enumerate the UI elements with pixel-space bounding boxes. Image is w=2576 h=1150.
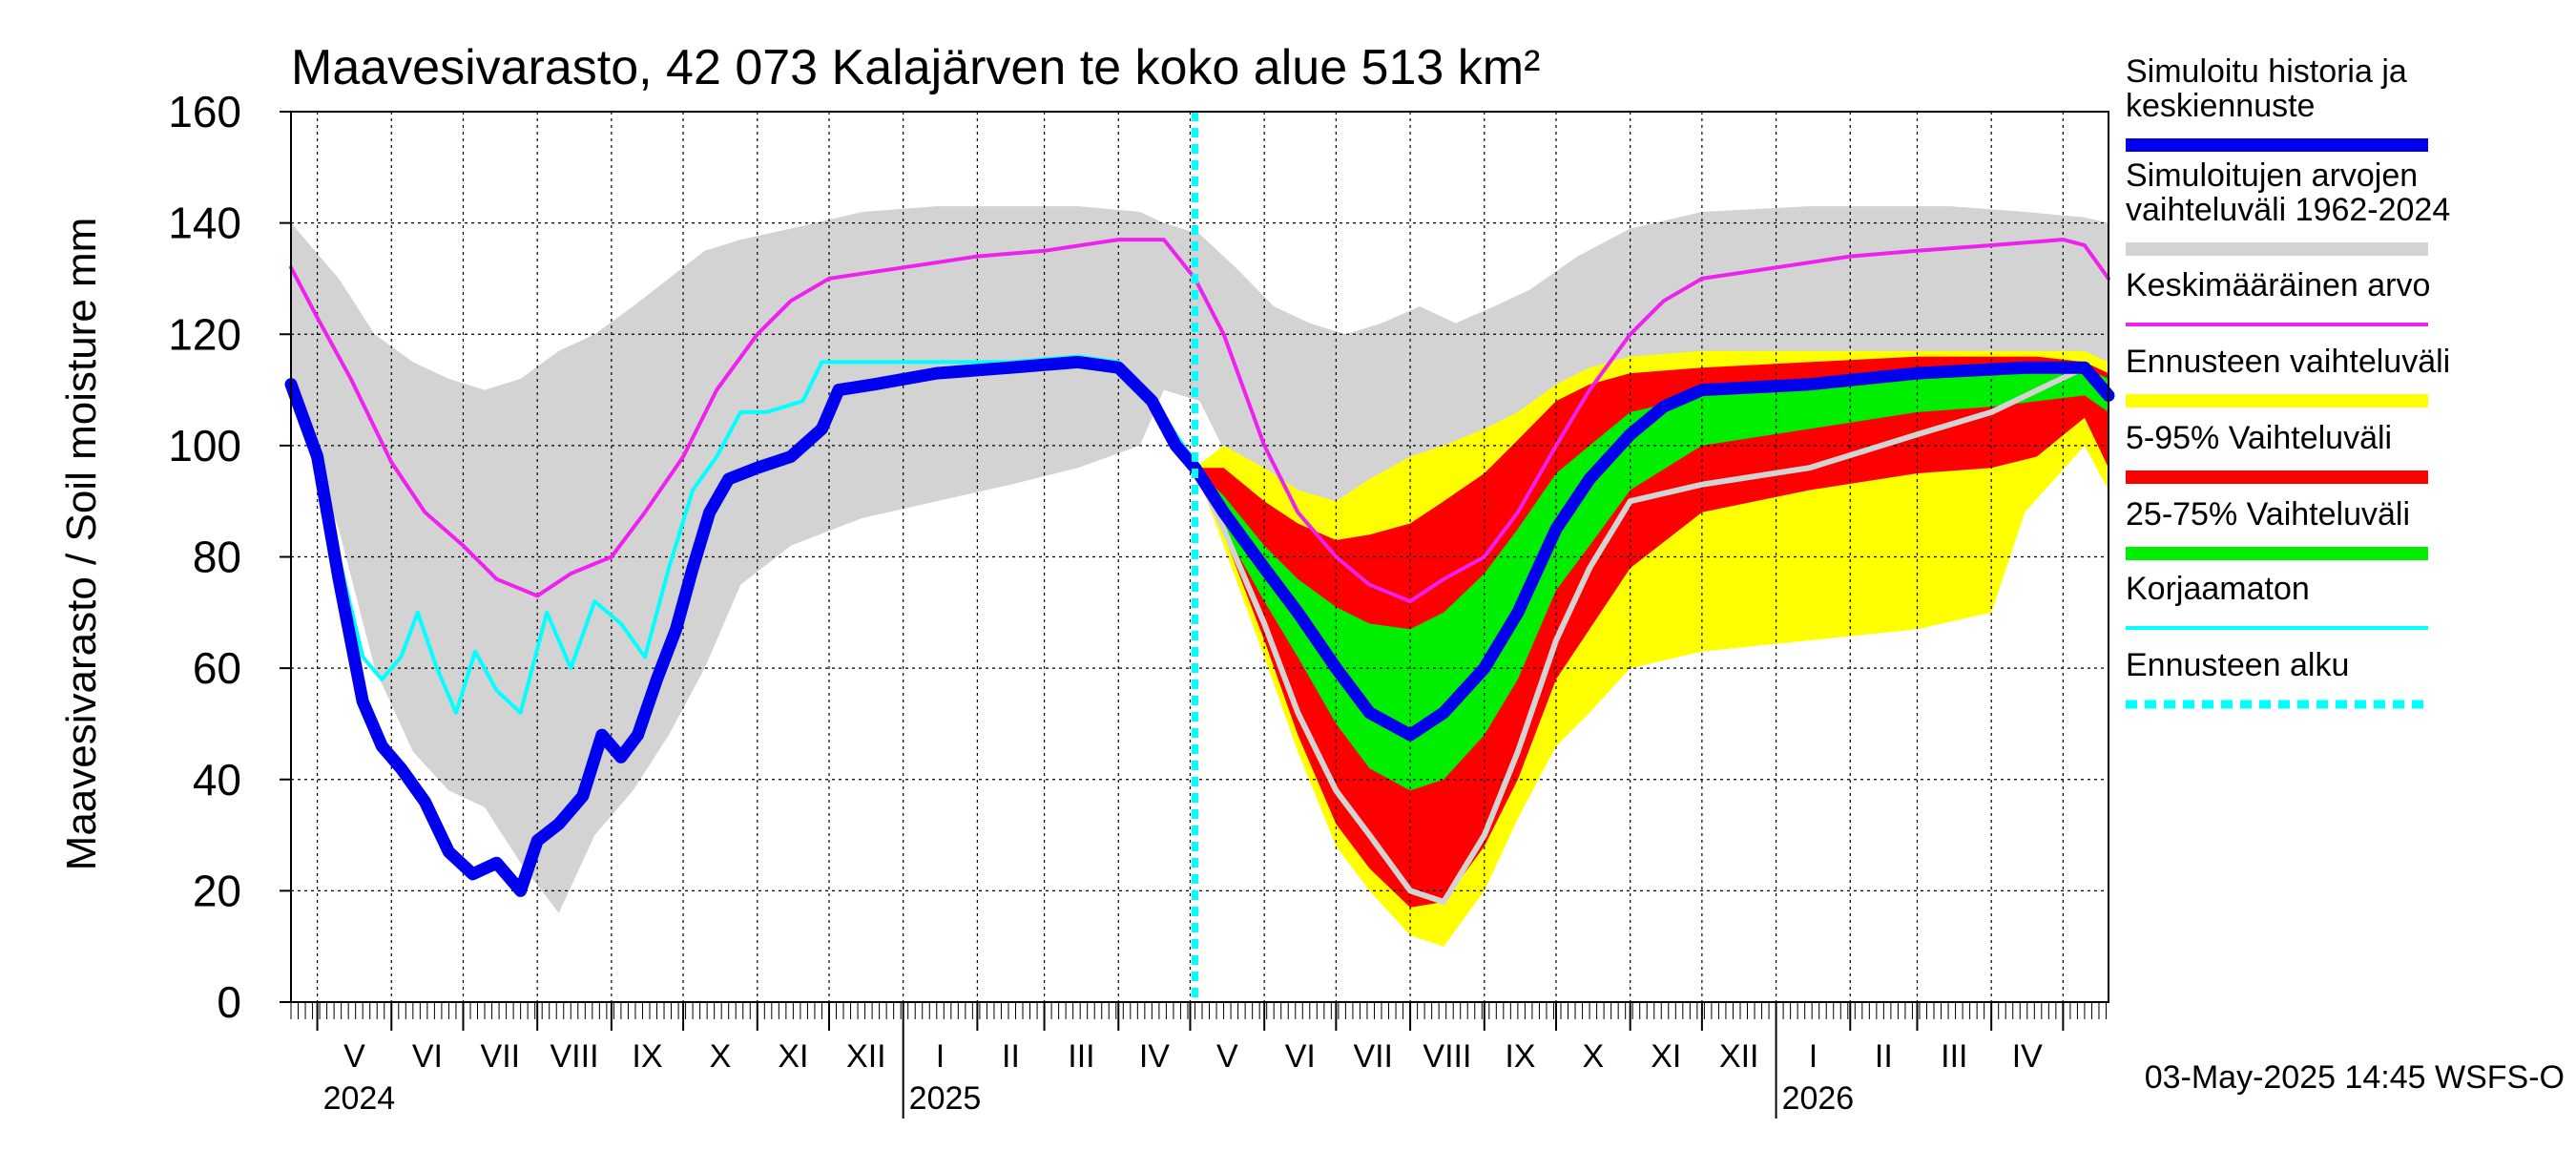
y-tick-label: 40	[193, 755, 241, 805]
legend-label: Simuloitu historia ja	[2126, 53, 2407, 90]
comparison-line	[1192, 365, 2111, 905]
y-tick-label: 20	[193, 866, 241, 915]
y-tick-label: 160	[168, 87, 241, 136]
chart-title: Maavesivarasto, 42 073 Kalajärven te kok…	[291, 40, 1540, 95]
month-label: II	[1875, 1038, 1893, 1075]
y-axis-label: Maavesivarasto / Soil moisture mm	[58, 218, 105, 871]
month-label: X	[1582, 1038, 1604, 1075]
month-label: VI	[1285, 1038, 1316, 1075]
month-label: III	[1941, 1038, 1967, 1075]
grid-layer	[291, 112, 2109, 1002]
legend-label: Ennusteen alku	[2126, 647, 2349, 683]
month-label: III	[1068, 1038, 1094, 1075]
year-label: 2025	[909, 1080, 982, 1117]
month-label: I	[936, 1038, 945, 1075]
month-label: II	[1002, 1038, 1020, 1075]
y-tick-label: 0	[217, 977, 241, 1027]
legend-label: 5-95% Vaihteluväli	[2126, 420, 2392, 456]
month-label: VI	[412, 1038, 443, 1075]
month-label: VIII	[1423, 1038, 1471, 1075]
legend-label: 25-75% Vaihteluväli	[2126, 496, 2410, 533]
y-tick-label: 100	[168, 421, 241, 470]
legend-label: vaihteluväli 1962-2024	[2126, 192, 2450, 228]
month-label: X	[710, 1038, 732, 1075]
month-label: IX	[632, 1038, 662, 1075]
month-label: VII	[481, 1038, 521, 1075]
legend-label: Korjaamaton	[2126, 571, 2310, 607]
month-label: XI	[1651, 1038, 1681, 1075]
month-label: IX	[1505, 1038, 1535, 1075]
month-label: V	[343, 1038, 365, 1075]
month-label: V	[1216, 1038, 1238, 1075]
bands-layer	[291, 206, 2109, 947]
y-tick-label: 80	[193, 533, 241, 582]
footer-timestamp: 03-May-2025 14:45 WSFS-O	[2145, 1059, 2565, 1096]
y-tick-label: 60	[193, 643, 241, 693]
month-label: XII	[846, 1038, 886, 1075]
month-label: IV	[2012, 1038, 2043, 1075]
year-label: 2026	[1782, 1080, 1855, 1117]
month-label: IV	[1139, 1038, 1170, 1075]
p25-75-band	[1195, 367, 2109, 791]
legend-label: Keskimääräinen arvo	[2126, 267, 2430, 303]
legend-label: keskiennuste	[2126, 88, 2315, 124]
year-label: 2024	[323, 1080, 396, 1117]
month-label: VIII	[551, 1038, 599, 1075]
month-label: XII	[1719, 1038, 1759, 1075]
y-tick-label: 140	[168, 199, 241, 248]
uncorrected-line	[289, 354, 1197, 715]
simulated-line	[284, 355, 2115, 897]
lines-layer	[284, 112, 2115, 1002]
legend-label: Ennusteen vaihteluväli	[2126, 344, 2450, 380]
legend-label: Simuloitujen arvojen	[2126, 157, 2418, 194]
month-label: VII	[1353, 1038, 1393, 1075]
y-tick-label: 120	[168, 309, 241, 359]
month-label: I	[1809, 1038, 1818, 1075]
month-label: XI	[778, 1038, 808, 1075]
